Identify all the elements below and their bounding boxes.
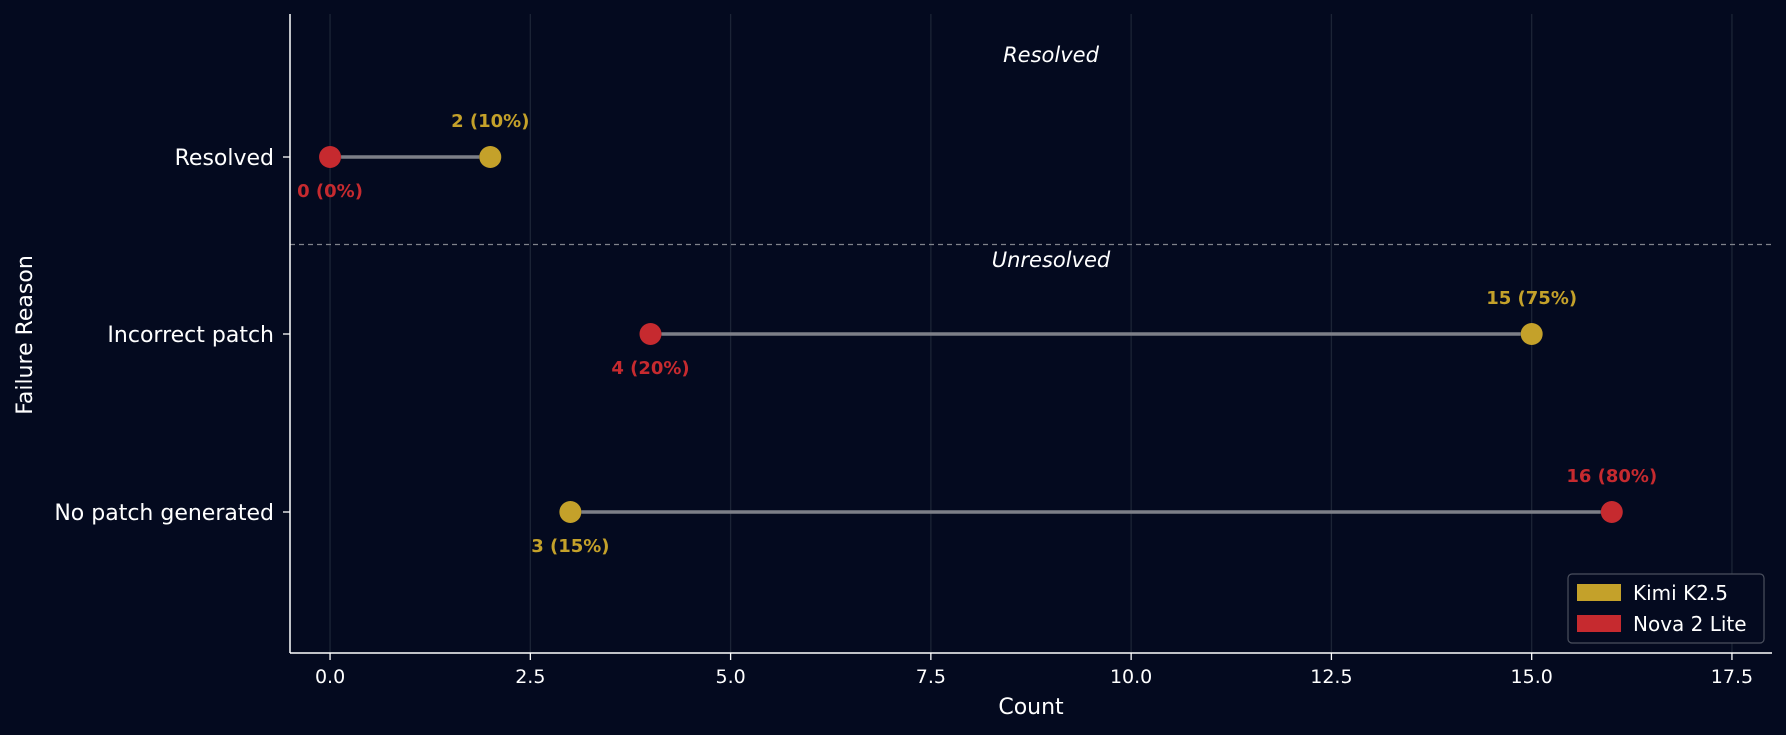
value-label-nova-2-lite-resolved: 0 (0%) [297, 181, 363, 202]
point-kimi-k2-5-resolved [479, 146, 502, 168]
connectors [341, 155, 1601, 514]
x-tick-label-4: 10.0 [1110, 666, 1152, 688]
legend-label-nova-2-lite: Nova 2 Lite [1633, 612, 1747, 636]
legend-swatch-nova-2-lite [1577, 615, 1621, 632]
x-tick-label-3: 7.5 [916, 666, 946, 688]
value-label-kimi-k2-5-incorrect-patch: 15 (75%) [1486, 288, 1577, 309]
value-label-nova-2-lite-incorrect-patch: 4 (20%) [611, 358, 689, 379]
x-tick-label-7: 17.5 [1711, 666, 1753, 688]
group-label-unresolved: Unresolved [992, 248, 1111, 272]
value-label-nova-2-lite-no-patch-generated: 16 (80%) [1566, 466, 1657, 487]
y-tick-label-incorrect-patch: Incorrect patch [107, 323, 274, 348]
data-points [319, 146, 1623, 523]
x-tick-label-5: 12.5 [1310, 666, 1352, 688]
x-tick-label-6: 15.0 [1511, 666, 1553, 688]
point-kimi-k2-5-no-patch-generated [559, 501, 582, 523]
x-tick-label-0: 0.0 [315, 666, 345, 688]
x-tick-label-1: 2.5 [515, 666, 545, 688]
legend-swatch-kimi-k2-5 [1577, 584, 1621, 601]
y-tick-label-no-patch-generated: No patch generated [54, 501, 274, 526]
legend: Kimi K2.5 Nova 2 Lite [1567, 573, 1765, 644]
y-tick-label-resolved: Resolved [175, 146, 274, 171]
value-label-kimi-k2-5-no-patch-generated: 3 (15%) [531, 536, 609, 557]
legend-label-kimi-k2-5: Kimi K2.5 [1633, 581, 1728, 605]
group-label-resolved: Resolved [1003, 43, 1099, 67]
point-nova-2-lite-resolved [319, 146, 342, 168]
point-nova-2-lite-incorrect-patch [639, 323, 662, 345]
axes: 0.0 2.5 5.0 7.5 10.0 12.5 15.0 17.5 Resolved Inco… [13, 14, 1772, 720]
y-axis-title: Failure Reason [13, 255, 38, 415]
x-axis-title: Count [998, 695, 1064, 720]
point-kimi-k2-5-incorrect-patch [1520, 323, 1543, 345]
value-label-kimi-k2-5-resolved: 2 (10%) [451, 111, 529, 132]
x-tick-label-2: 5.0 [715, 666, 745, 688]
data-labels: Resolved Unresolved 2 (10%) 0 (0%) 15 (75%) 4… [297, 43, 1657, 557]
point-nova-2-lite-no-patch-generated [1600, 501, 1623, 523]
